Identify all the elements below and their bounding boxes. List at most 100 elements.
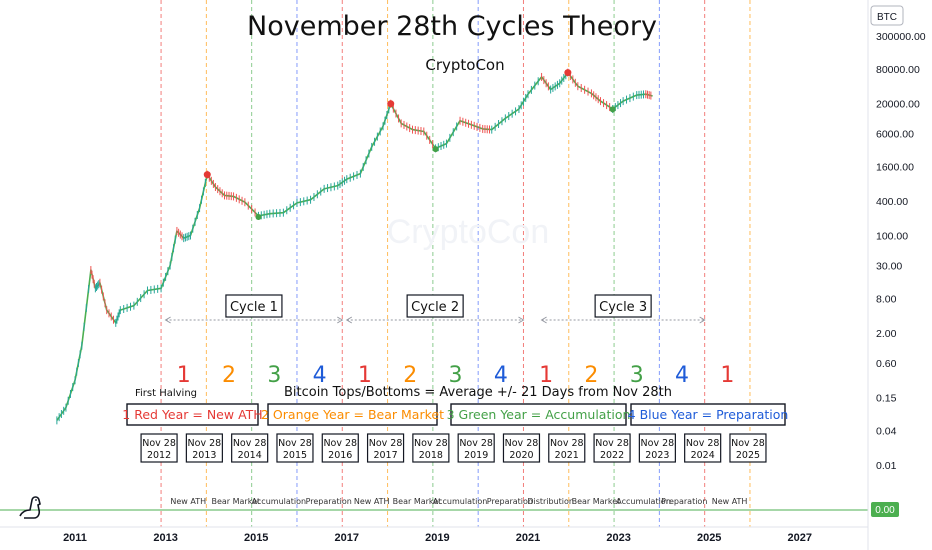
x-tick-label: 2023 bbox=[606, 532, 630, 544]
cycle-label-box bbox=[225, 294, 283, 318]
price-series bbox=[56, 68, 653, 425]
year-number: 1 bbox=[358, 363, 372, 388]
date-box-line2: 2012 bbox=[147, 450, 171, 461]
date-box-line1: Nov 28 bbox=[188, 438, 222, 449]
watermark: CryptoCon bbox=[387, 213, 550, 251]
phase-label: Distribution bbox=[527, 497, 574, 506]
date-box-line2: 2014 bbox=[238, 450, 262, 461]
date-box bbox=[366, 433, 405, 463]
x-tick-label: 2015 bbox=[244, 532, 268, 544]
date-box bbox=[231, 433, 269, 463]
date-box-line1: Nov 28 bbox=[686, 438, 720, 449]
date-box bbox=[321, 433, 359, 463]
x-tick-label: 2017 bbox=[335, 532, 359, 544]
date-box bbox=[638, 433, 676, 463]
x-axis-ticks: 2011 2013 2015 2017 2019 2021 2023 2025 2027 bbox=[63, 532, 812, 544]
date-box-line1: Nov 28 bbox=[142, 438, 176, 449]
cycle-arrow-right bbox=[337, 316, 344, 324]
cycle-top-marker bbox=[203, 171, 211, 179]
cycle-label: Cycle 1 bbox=[230, 300, 278, 315]
y-tick-label: 6000.00 bbox=[876, 128, 914, 140]
phase-label: Bear Market bbox=[393, 497, 442, 506]
year-number: 1 bbox=[177, 363, 191, 388]
y-tick-label: 300000.00 bbox=[876, 31, 926, 43]
y-tick-label: 8.00 bbox=[876, 293, 897, 305]
date-box bbox=[548, 433, 586, 463]
svg-text:BTC: BTC bbox=[877, 12, 897, 23]
phase-label: Accumulation bbox=[616, 497, 671, 506]
phase-label: Accumulation bbox=[433, 497, 488, 506]
date-box-line1: Nov 28 bbox=[550, 438, 584, 449]
phase-label: New ATH bbox=[354, 497, 390, 506]
date-box-line1: Nov 28 bbox=[459, 438, 493, 449]
date-box bbox=[457, 433, 495, 463]
cycle-bottom-marker bbox=[609, 106, 616, 113]
date-box-line2: 2013 bbox=[192, 450, 216, 461]
tradingview-logo-icon bbox=[19, 496, 41, 519]
date-box bbox=[140, 433, 178, 463]
year-number: 2 bbox=[403, 363, 417, 388]
x-tick-label: 2019 bbox=[425, 532, 449, 544]
cycle-arrow-right bbox=[518, 316, 525, 324]
date-box-line1: Nov 28 bbox=[369, 438, 403, 449]
date-box-line2: 2016 bbox=[328, 450, 352, 461]
date-box-line2: 2017 bbox=[373, 450, 397, 461]
date-box-line1: Nov 28 bbox=[233, 438, 267, 449]
year-number: 3 bbox=[630, 363, 644, 388]
x-tick-label: 2013 bbox=[153, 532, 177, 544]
chart-title: November 28th Cycles Theory bbox=[247, 11, 657, 42]
date-box bbox=[593, 433, 631, 463]
date-box-line1: Nov 28 bbox=[323, 438, 357, 449]
date-box-line2: 2015 bbox=[283, 450, 307, 461]
x-tick-label: 2027 bbox=[788, 532, 812, 544]
phase-label: Preparation bbox=[306, 497, 352, 506]
svg-text:0.00: 0.00 bbox=[875, 505, 895, 516]
cycle-top-marker bbox=[564, 69, 572, 77]
year-number: 4 bbox=[313, 363, 327, 388]
year-number: 3 bbox=[449, 363, 463, 388]
legend-text: 2 Orange Year = Bear Market bbox=[261, 407, 444, 422]
date-box-line1: Nov 28 bbox=[641, 438, 675, 449]
chart-subtitle: CryptoCon bbox=[425, 56, 504, 74]
cycle-label: Cycle 3 bbox=[599, 300, 647, 315]
price-axis-badge: BTC bbox=[870, 5, 904, 26]
date-box-line2: 2022 bbox=[600, 450, 624, 461]
cycle-arrow-right bbox=[699, 316, 706, 324]
legend-text: 3 Green Year = Accumulation bbox=[447, 407, 631, 422]
date-box-line1: Nov 28 bbox=[414, 438, 448, 449]
legend-text: 1 Red Year = New ATH bbox=[122, 407, 262, 422]
top-bottom-markers bbox=[203, 69, 616, 221]
rule-text: Bitcoin Tops/Bottoms = Average +/- 21 Da… bbox=[284, 385, 672, 400]
y-tick-label: 80000.00 bbox=[876, 64, 920, 76]
date-box bbox=[185, 433, 223, 463]
legend-box bbox=[126, 403, 259, 426]
y-tick-label: 20000.00 bbox=[876, 98, 920, 110]
cycle-ranges: Cycle 1 Cycle 2 Cycle 3 bbox=[164, 294, 706, 324]
date-box bbox=[276, 433, 314, 463]
phase-label: Accumulation bbox=[252, 497, 307, 506]
legend-box bbox=[450, 403, 627, 426]
y-tick-label: 0.01 bbox=[876, 460, 897, 472]
year-number: 4 bbox=[675, 363, 689, 388]
legend-box bbox=[630, 403, 786, 426]
y-tick-label: 100.00 bbox=[876, 230, 908, 242]
price-line bbox=[56, 71, 653, 421]
phase-label: New ATH bbox=[712, 497, 748, 506]
cycle-label-box bbox=[594, 294, 652, 318]
date-box bbox=[412, 433, 450, 463]
y-tick-label: 1600.00 bbox=[876, 161, 914, 173]
legend-text: 4 Blue Year = Preparation bbox=[628, 407, 789, 422]
phase-label: Preparation bbox=[487, 497, 533, 506]
cycle-lines bbox=[160, 0, 751, 527]
cycle-arrow-left bbox=[540, 316, 547, 324]
legend-box bbox=[267, 403, 438, 426]
date-box-line2: 2023 bbox=[645, 450, 669, 461]
date-box-line2: 2021 bbox=[555, 450, 579, 461]
year-number: 4 bbox=[494, 363, 508, 388]
date-box-line2: 2020 bbox=[509, 450, 533, 461]
date-box bbox=[729, 433, 767, 463]
y-tick-label: 400.00 bbox=[876, 196, 908, 208]
